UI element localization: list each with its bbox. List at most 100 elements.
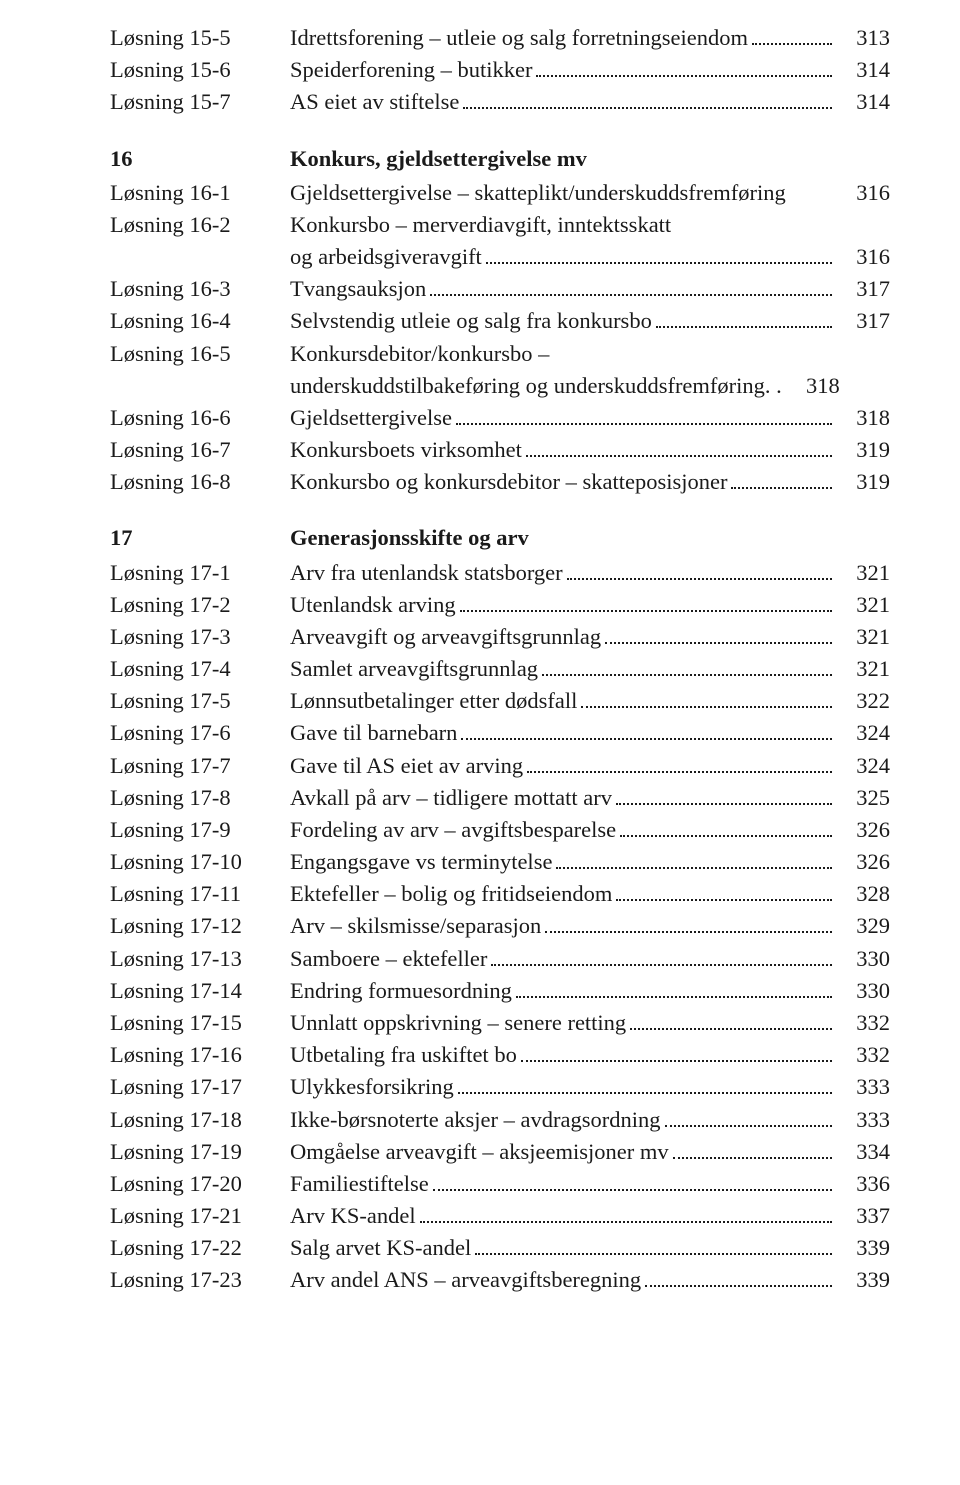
leader-dots	[656, 306, 832, 328]
toc-entry-page: 313	[836, 22, 890, 54]
toc-entry-title: Arv KS-andel	[290, 1200, 416, 1232]
toc-entry: Løsning 16-6Gjeldsettergivelse318	[110, 402, 890, 434]
leader-dots	[526, 435, 832, 457]
toc-entry: Løsning 17-2Utenlandsk arving321	[110, 589, 890, 621]
leader-dots	[433, 1169, 832, 1191]
toc-entry-label: Løsning 16-2	[110, 209, 290, 273]
toc-entry-page: 333	[836, 1071, 890, 1103]
toc-entry: Løsning 16-5 Konkursdebitor/konkursbo – …	[110, 338, 890, 402]
toc-entry: Løsning 17-17Ulykkesforsikring333	[110, 1071, 890, 1103]
toc-entry: Løsning 17-13Samboere – ektefeller330	[110, 943, 890, 975]
toc-entry-page: 339	[836, 1232, 890, 1264]
toc-entry: Løsning 17-1Arv fra utenlandsk statsborg…	[110, 557, 890, 589]
toc-entry: Løsning 17-8Avkall på arv – tidligere mo…	[110, 782, 890, 814]
toc-entry-page: 336	[836, 1168, 890, 1200]
toc-entry-label: Løsning 15-7	[110, 86, 290, 118]
toc-entry: Løsning 17-18Ikke-børsnoterte aksjer – a…	[110, 1104, 890, 1136]
toc-entry: Løsning 17-5Lønnsutbetalinger etter døds…	[110, 685, 890, 717]
toc-entry: Løsning 17-23Arv andel ANS – arveavgifts…	[110, 1264, 890, 1296]
toc-entry: Løsning 17-12Arv – skilsmisse/separasjon…	[110, 910, 890, 942]
toc-entry-label: Løsning 17-10	[110, 846, 290, 878]
toc-entry-page: 316	[836, 177, 890, 209]
toc-entry-title-line2: underskuddstilbakeføring og underskuddsf…	[290, 370, 765, 402]
toc-group-16a: Løsning 16-3Tvangsauksjon317Løsning 16-4…	[110, 273, 890, 337]
leader-dots	[521, 1040, 832, 1062]
toc-entry-label: Løsning 15-5	[110, 22, 290, 54]
toc-entry-page: 321	[836, 653, 890, 685]
section-title: Konkurs, gjeldsettergivelse mv	[290, 143, 890, 175]
toc-entry-title-line1: Konkursbo – merverdiavgift, inntektsskat…	[290, 209, 890, 241]
toc-entry: Løsning 15-6Speiderforening – butikker31…	[110, 54, 890, 86]
leader-dots	[491, 943, 832, 965]
toc-entry-title: Engangsgave vs terminytelse	[290, 846, 552, 878]
leader-dots	[545, 911, 832, 933]
toc-entry-page: 321	[836, 557, 890, 589]
toc-entry-page: 314	[836, 54, 890, 86]
toc-entry-page: 332	[836, 1007, 890, 1039]
leader-dots	[527, 750, 832, 772]
toc-entry-page: 314	[836, 86, 890, 118]
toc-entry-page: 319	[836, 434, 890, 466]
leader-dots	[456, 403, 832, 425]
section-title: Generasjonsskifte og arv	[290, 522, 890, 554]
toc-entry: Løsning 17-10Engangsgave vs terminytelse…	[110, 846, 890, 878]
toc-entry-page: 333	[836, 1104, 890, 1136]
toc-entry: Løsning 17-9Fordeling av arv – avgiftsbe…	[110, 814, 890, 846]
toc-entry-label: Løsning 17-17	[110, 1071, 290, 1103]
toc-entry-label: Løsning 17-18	[110, 1104, 290, 1136]
toc-entry: Løsning 16-2 Konkursbo – merverdiavgift,…	[110, 209, 890, 273]
toc-entry: Løsning 15-5Idrettsforening – utleie og …	[110, 22, 890, 54]
toc-entry-label: Løsning 17-14	[110, 975, 290, 1007]
toc-entry-page: 317	[836, 273, 890, 305]
toc-entry-label: Løsning 17-13	[110, 943, 290, 975]
toc-entry: Løsning 17-19Omgåelse arveavgift – aksje…	[110, 1136, 890, 1168]
toc-entry-label: Løsning 16-8	[110, 466, 290, 498]
leader-dots	[460, 590, 832, 612]
leader-dots	[630, 1008, 832, 1030]
leader-dots	[620, 815, 832, 837]
toc-entry: Løsning 15-7AS eiet av stiftelse314	[110, 86, 890, 118]
toc-group-17: Løsning 17-1Arv fra utenlandsk statsborg…	[110, 557, 890, 1297]
toc-entry-page: 332	[836, 1039, 890, 1071]
toc-entry-label: Løsning 17-11	[110, 878, 290, 910]
leader-dots	[645, 1265, 832, 1287]
leader-dots	[665, 1104, 832, 1126]
toc-entry-page: 329	[836, 910, 890, 942]
toc-entry-title: Samlet arveavgiftsgrunnlag	[290, 653, 538, 685]
toc-entry-label: Løsning 17-7	[110, 750, 290, 782]
leader-dots	[673, 1136, 832, 1158]
toc-entry-page: 330	[836, 975, 890, 1007]
toc-entry: Løsning 16-8Konkursbo og konkursdebitor …	[110, 466, 890, 498]
section-heading-17: 17 Generasjonsskifte og arv	[110, 522, 890, 554]
toc-entry-title: Idrettsforening – utleie og salg forretn…	[290, 22, 748, 54]
toc-entry-label: Løsning 17-15	[110, 1007, 290, 1039]
toc-entry-page: 317	[836, 305, 890, 337]
toc-entry-title: Utenlandsk arving	[290, 589, 456, 621]
toc-group-16b: Løsning 16-6Gjeldsettergivelse318 Løsning…	[110, 402, 890, 499]
toc-entry-title: Konkursboets virksomhet	[290, 434, 522, 466]
toc-entry-label: Løsning 17-1	[110, 557, 290, 589]
toc-entry-title-line1: Konkursdebitor/konkursbo –	[290, 338, 890, 370]
leader-dots	[605, 622, 832, 644]
toc-entry-page: 339	[836, 1264, 890, 1296]
section-number: 16	[110, 143, 290, 175]
toc-entry-label: Løsning 16-1	[110, 177, 290, 209]
toc-entry-title: Avkall på arv – tidligere mottatt arv	[290, 782, 612, 814]
toc-entry-label: Løsning 17-22	[110, 1232, 290, 1264]
toc-entry-page: 337	[836, 1200, 890, 1232]
toc-entry: Løsning 17-22Salg arvet KS-andel339	[110, 1232, 890, 1264]
toc-entry-label: Løsning 16-3	[110, 273, 290, 305]
leader-dots	[731, 467, 832, 489]
leader-dots	[475, 1233, 832, 1255]
toc-entry-page: 319	[836, 466, 890, 498]
leader-dots	[458, 1072, 832, 1094]
toc-entry-page: 325	[836, 782, 890, 814]
toc-entry-title: Arv – skilsmisse/separasjon	[290, 910, 541, 942]
toc-entry-title: Arv fra utenlandsk statsborger	[290, 557, 563, 589]
toc-entry: Løsning 17-11Ektefeller – bolig og friti…	[110, 878, 890, 910]
toc-entry-page: 328	[836, 878, 890, 910]
toc-entry-title: Endring formuesordning	[290, 975, 512, 1007]
toc-entry-page: 316	[836, 241, 890, 273]
toc-entry-label: Løsning 17-8	[110, 782, 290, 814]
toc-entry-label: Løsning 17-5	[110, 685, 290, 717]
